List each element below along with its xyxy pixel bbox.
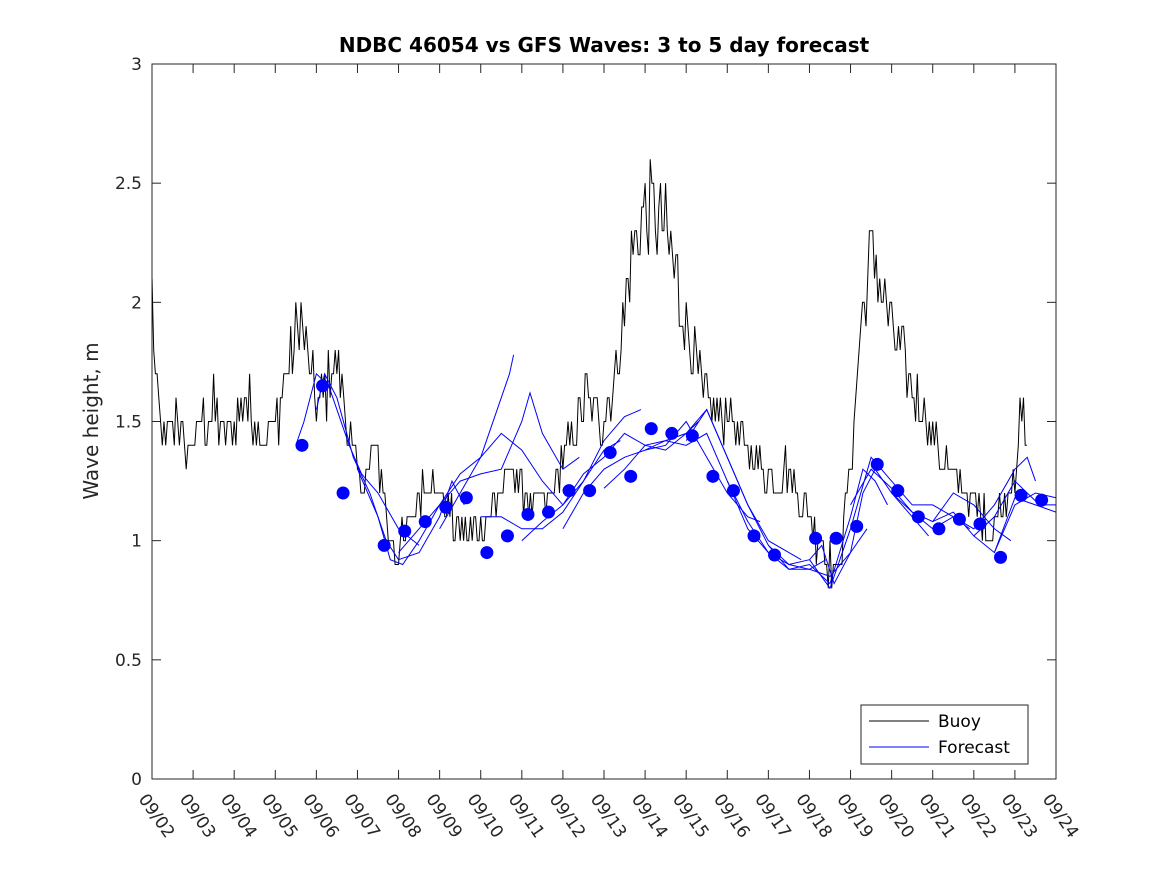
- buoy-line: [152, 159, 1027, 589]
- forecast-line: [973, 497, 1056, 554]
- forecast-point: [480, 546, 494, 560]
- forecast-line: [562, 420, 761, 530]
- forecast-line: [480, 409, 642, 530]
- forecast-point: [603, 445, 617, 459]
- legend-label: Buoy: [938, 712, 981, 732]
- forecast-point: [932, 522, 946, 536]
- forecast-point: [952, 512, 966, 526]
- forecast-point: [439, 500, 453, 514]
- forecast-point: [316, 379, 330, 393]
- forecast-point: [809, 531, 823, 545]
- forecast-point: [973, 517, 987, 531]
- forecast-point: [829, 531, 843, 545]
- legend-label: Forecast: [938, 738, 1010, 758]
- y-tick-label: 3: [131, 55, 142, 75]
- y-tick-label: 1.5: [115, 413, 142, 433]
- y-tick-label: 0: [131, 770, 142, 790]
- forecast-point: [747, 529, 761, 543]
- forecast-point: [665, 426, 679, 440]
- forecast-point: [726, 484, 740, 498]
- forecast-point: [398, 524, 412, 538]
- legend: Buoy Forecast: [860, 704, 1029, 765]
- forecast-point: [459, 491, 473, 505]
- forecast-point: [891, 484, 905, 498]
- forecast-line: [809, 456, 970, 590]
- forecast-line: [295, 372, 420, 546]
- forecast-point: [870, 457, 884, 471]
- forecast-point: [336, 486, 350, 500]
- y-tick-label: 2.5: [115, 174, 142, 194]
- forecast-point: [644, 422, 658, 436]
- forecast-point: [850, 519, 864, 533]
- forecast-point: [418, 515, 432, 529]
- data-layer: [152, 159, 1056, 590]
- forecast-line: [398, 391, 580, 553]
- forecast-point: [994, 550, 1008, 564]
- forecast-point: [1035, 493, 1049, 507]
- forecast-point: [624, 469, 638, 483]
- y-tick-label: 1: [131, 532, 142, 552]
- forecast-point: [1014, 488, 1028, 502]
- forecast-point: [583, 484, 597, 498]
- forecast-point: [685, 429, 699, 443]
- y-tick-label: 0.5: [115, 651, 142, 671]
- y-tick-label: 2: [131, 293, 142, 313]
- forecast-point: [295, 438, 309, 452]
- forecast-point: [377, 538, 391, 552]
- forecast-line: [768, 468, 929, 585]
- forecast-point: [521, 507, 535, 521]
- forecast-point: [562, 484, 576, 498]
- forecast-point: [706, 469, 720, 483]
- forecast-point: [542, 505, 556, 519]
- forecast-point: [911, 510, 925, 524]
- y-axis-label: Wave height, m: [79, 342, 103, 499]
- plot-area: 00.511.522.5309/0209/0309/0409/0509/0609…: [115, 55, 1082, 842]
- forecast-point: [500, 529, 514, 543]
- legend-box: [860, 704, 1029, 765]
- chart-title: NDBC 46054 vs GFS Waves: 3 to 5 day fore…: [339, 33, 870, 57]
- forecast-point: [768, 548, 782, 562]
